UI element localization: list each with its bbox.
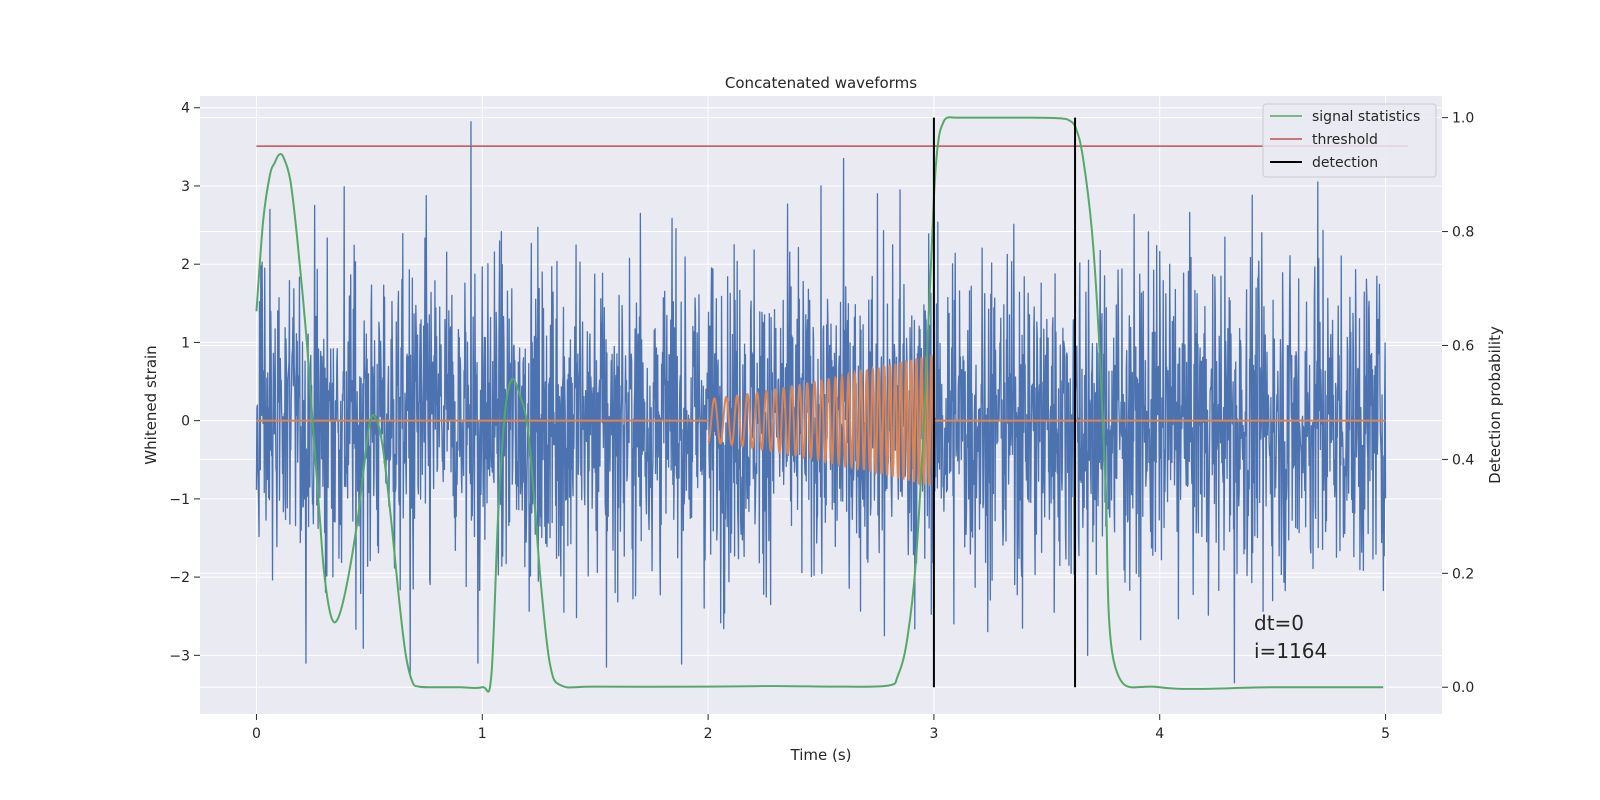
data-layer	[255, 116, 1409, 693]
y-tick-label: −1	[169, 492, 190, 508]
y-tick-label: −2	[169, 570, 190, 586]
y-tick-label: 1	[181, 335, 190, 351]
annotation-dt: dt=0	[1254, 611, 1304, 635]
legend-label-detection: detection	[1312, 155, 1378, 171]
x-tick-label: 0	[252, 726, 261, 742]
y-tick-label: 2	[181, 257, 190, 273]
legend-label-threshold: threshold	[1312, 132, 1378, 148]
y-tick-label: 3	[181, 179, 190, 195]
x-tick-label: 4	[1155, 726, 1164, 742]
y-tick-label: −3	[169, 648, 190, 664]
noise-series-line	[255, 121, 1387, 684]
x-tick-label: 1	[478, 726, 487, 742]
y-tick-label: 0	[181, 414, 190, 430]
legend-label-signal-statistics: signal statistics	[1312, 109, 1420, 125]
y2-axis-label: Detection probability	[1486, 326, 1504, 484]
signal-statistics-line	[255, 116, 1384, 693]
y-tick-label: 4	[181, 101, 190, 117]
chart-title: Concatenated waveforms	[725, 74, 917, 92]
y2-tick-label: 0.6	[1452, 338, 1474, 354]
axes: 0 1 2 3 4 5 −3 −2 −1 0 1 2 3 4 0.0 0.2 0.4 0.6 0.8 1.0	[169, 101, 1474, 742]
y2-tick-label: 0.0	[1452, 680, 1474, 696]
x-axis-label: Time (s)	[790, 746, 852, 764]
y2-tick-label: 1.0	[1452, 111, 1474, 127]
y2-tick-label: 0.2	[1452, 566, 1474, 582]
legend-box	[1262, 103, 1437, 178]
x-tick-label: 3	[929, 726, 938, 742]
x-tick-label: 5	[1381, 726, 1390, 742]
template-chirp-line	[707, 354, 935, 488]
x-tick-label: 2	[704, 726, 713, 742]
y-axis-label: Whitened strain	[142, 345, 160, 464]
legend: signal statistics threshold detection	[1262, 103, 1437, 178]
y2-tick-label: 0.4	[1452, 452, 1474, 468]
annotation-index: i=1164	[1254, 639, 1327, 663]
y2-tick-label: 0.8	[1452, 225, 1474, 241]
